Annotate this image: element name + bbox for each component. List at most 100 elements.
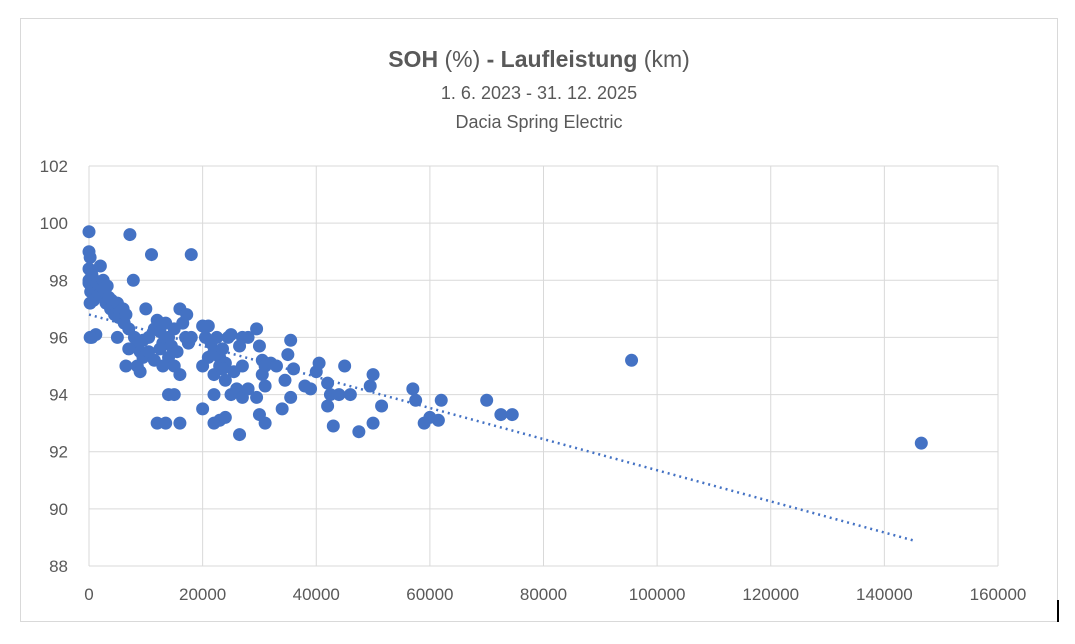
data-point <box>110 330 124 344</box>
text-cursor <box>1057 600 1059 622</box>
data-point <box>241 330 255 344</box>
title-part-percent: (%) <box>438 46 487 72</box>
data-point <box>144 248 158 262</box>
data-point <box>133 365 147 379</box>
data-point <box>250 390 264 404</box>
data-point <box>366 368 380 382</box>
data-point <box>321 399 335 413</box>
data-point <box>83 330 97 344</box>
data-point <box>184 330 198 344</box>
data-point <box>269 359 283 373</box>
data-point <box>216 342 230 356</box>
data-point <box>409 393 423 407</box>
title-part-soh: SOH <box>388 46 438 72</box>
data-point <box>218 373 232 387</box>
data-point <box>83 296 97 310</box>
data-point <box>284 333 298 347</box>
x-tick-label: 100000 <box>629 585 686 604</box>
data-point <box>100 279 114 293</box>
data-point <box>233 339 247 353</box>
chart-title: SOH (%) - Laufleistung (km) <box>388 46 690 72</box>
x-tick-label: 120000 <box>742 585 799 604</box>
data-point <box>83 250 97 264</box>
x-tick-label: 80000 <box>520 585 567 604</box>
data-point <box>196 402 210 416</box>
data-point <box>252 339 266 353</box>
title-part-km: (km) <box>637 46 689 72</box>
data-point <box>159 416 173 430</box>
chart-area <box>20 18 1058 622</box>
data-point <box>82 225 96 239</box>
data-point <box>122 342 136 356</box>
data-point <box>224 328 238 342</box>
y-tick-label: 94 <box>49 386 68 405</box>
data-point <box>312 356 326 370</box>
data-point <box>332 388 346 402</box>
data-point <box>241 382 255 396</box>
data-point <box>375 399 389 413</box>
data-point <box>625 353 639 367</box>
data-point <box>119 308 133 322</box>
data-point <box>123 228 137 242</box>
data-point <box>93 259 107 273</box>
y-tick-label: 100 <box>40 214 68 233</box>
data-point <box>287 362 301 376</box>
data-point <box>258 379 272 393</box>
data-point <box>119 359 133 373</box>
data-point <box>431 413 445 427</box>
data-point <box>321 376 335 390</box>
data-point <box>352 425 366 439</box>
data-point <box>255 368 269 382</box>
data-point <box>284 390 298 404</box>
y-tick-label: 92 <box>49 443 68 462</box>
trendline <box>88 313 914 542</box>
data-point <box>494 408 508 422</box>
chart-subtitle-dates: 1. 6. 2023 - 31. 12. 2025 <box>441 83 637 103</box>
data-point <box>250 322 264 336</box>
data-point <box>366 416 380 430</box>
data-point <box>201 319 215 333</box>
x-tick-label: 0 <box>84 585 93 604</box>
data-point <box>126 273 140 287</box>
x-axis-ticks: 0 20000 40000 60000 80000 100000 120000 140000 1… <box>84 585 1026 604</box>
data-point <box>233 428 247 442</box>
chart-subtitle-vehicle: Dacia Spring Electric <box>455 112 622 132</box>
data-point <box>153 342 167 356</box>
title-part-laufleistung: - Laufleistung <box>487 46 638 72</box>
y-tick-label: 102 <box>40 157 68 176</box>
data-point <box>173 368 187 382</box>
y-axis-ticks: 88 90 92 94 96 98 100 102 <box>40 157 68 576</box>
trendline-group <box>88 313 914 542</box>
data-point <box>180 308 194 322</box>
data-points <box>82 225 928 450</box>
data-point <box>505 408 519 422</box>
y-tick-label: 88 <box>49 557 68 576</box>
data-point <box>218 410 232 424</box>
x-tick-label: 140000 <box>856 585 913 604</box>
data-point <box>326 419 340 433</box>
data-point <box>184 248 198 262</box>
data-point <box>278 373 292 387</box>
data-point <box>338 359 352 373</box>
data-point <box>304 382 318 396</box>
y-tick-label: 90 <box>49 500 68 519</box>
y-tick-label: 98 <box>49 271 68 290</box>
data-point <box>173 416 187 430</box>
y-tick-label: 96 <box>49 328 68 347</box>
data-point <box>480 393 494 407</box>
data-point <box>201 350 215 364</box>
data-point <box>258 416 272 430</box>
data-point <box>914 436 928 450</box>
data-point <box>363 379 377 393</box>
data-point <box>406 382 420 396</box>
x-tick-label: 40000 <box>293 585 340 604</box>
x-tick-label: 20000 <box>179 585 226 604</box>
data-point <box>434 393 448 407</box>
data-point <box>139 302 153 316</box>
x-tick-label: 160000 <box>970 585 1027 604</box>
data-point <box>216 362 230 376</box>
data-point <box>275 402 289 416</box>
data-point <box>210 330 224 344</box>
x-tick-label: 60000 <box>406 585 453 604</box>
